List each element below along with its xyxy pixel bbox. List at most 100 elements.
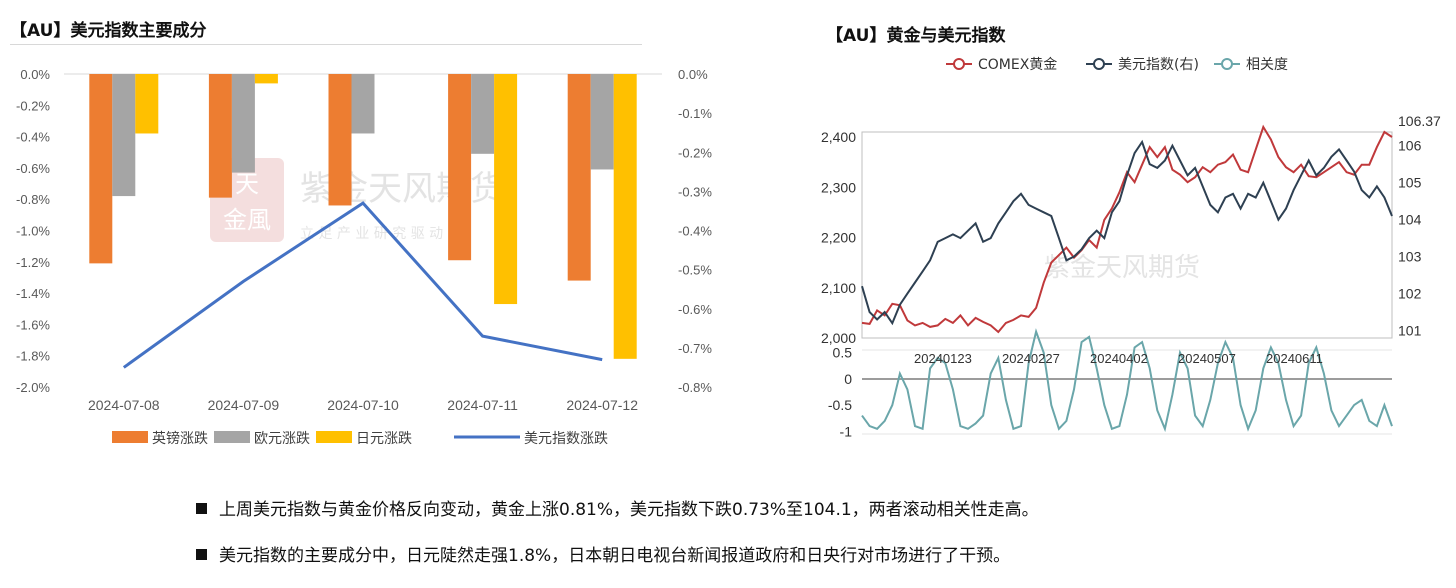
bar (89, 74, 113, 264)
right-axis-tick: 102 (1398, 286, 1422, 302)
bar (351, 74, 375, 134)
right-axis-tick: 101 (1398, 323, 1422, 339)
top-plot-frame (861, 131, 1393, 339)
corr-axis-tick: -1 (840, 423, 853, 439)
x-axis-tick: 2024-07-11 (447, 397, 518, 413)
legend-label: 日元涨跌 (356, 431, 412, 447)
gold-vs-dollar-chart: COMEX黄金 美元指数(右) 相关度 紫金天风期货 2,400 2,300 2,200… (821, 56, 1441, 439)
right-axis-tick: -0.1% (678, 106, 712, 121)
right-axis-tick: -0.6% (678, 302, 712, 317)
legend-swatch (214, 431, 250, 443)
legend-item: 相关度 (1214, 57, 1288, 73)
right-axis-tick: -0.2% (678, 145, 712, 160)
x-axis-tick: 2024-07-12 (566, 397, 638, 413)
right-axis-tick: 103 (1398, 249, 1422, 265)
legend-marker (953, 58, 965, 70)
bullet-item: 上周美元指数与黄金价格反向变动，黄金上涨0.81%，美元指数下跌0.73%至10… (196, 495, 1039, 541)
x-axis-tick: 20240402 (1090, 351, 1148, 366)
bar (590, 74, 614, 170)
left-axis-tick: 2,000 (821, 330, 856, 346)
currency-components-chart: 天 金風 紫金天风期货 立 足 产 业 研 究 驱 动 0.0%-0.2%-0.… (16, 67, 712, 447)
bar (112, 74, 136, 197)
x-axis-tick: 2024-07-10 (327, 397, 399, 413)
left-axis-tick: -1.0% (16, 224, 50, 239)
left-axis-tick: -0.8% (16, 192, 50, 207)
left-axis-tick: -1.4% (16, 286, 50, 301)
right-axis-tick: 106 (1398, 138, 1422, 154)
left-chart-title: 【AU】美元指数主要成分 (10, 21, 207, 41)
bar (567, 74, 591, 281)
left-axis-tick: -0.2% (16, 98, 50, 113)
left-axis-tick: 2,300 (821, 179, 856, 195)
left-axis-tick: -1.6% (16, 317, 50, 332)
legend-item: 日元涨跌 (316, 431, 412, 447)
legend-label: 美元指数涨跌 (524, 431, 608, 447)
legend-item: 英镑涨跌 (112, 430, 208, 447)
right-axis-tick: 0.0% (678, 67, 708, 82)
bar (494, 74, 518, 305)
correlation-line (861, 328, 1393, 433)
right-axis-tick: -0.3% (678, 184, 712, 199)
x-axis-tick: 20240507 (1178, 351, 1236, 366)
x-axis-tick: 20240227 (1002, 351, 1060, 366)
watermark-text-right: 紫金天风期货 (1044, 253, 1200, 283)
summary-bullets: 上周美元指数与黄金价格反向变动，黄金上涨0.81%，美元指数下跌0.73%至10… (196, 495, 1039, 587)
bullet-square-icon (196, 549, 207, 560)
legend-label: 英镑涨跌 (152, 430, 208, 447)
right-chart-title: 【AU】黄金与美元指数 (826, 26, 1006, 46)
legend-label: 美元指数(右) (1118, 57, 1199, 73)
left-axis-tick: -2.0% (16, 380, 50, 395)
corr-axis-tick: 0.5 (833, 345, 853, 361)
legend-label: 欧元涨跌 (254, 431, 310, 447)
left-axis-tick: 0.0% (20, 67, 50, 82)
legend-item: COMEX黄金 (946, 56, 1057, 73)
watermark-seal-text-bottom: 金風 (223, 206, 271, 234)
bar (471, 74, 495, 154)
right-axis-tick: -0.5% (678, 263, 712, 278)
legend-marker (1093, 58, 1105, 70)
bullet-item: 美元指数的主要成分中，日元陡然走强1.8%，日本朝日电视台新闻报道政府和日央行对… (196, 541, 1039, 587)
left-axis-tick: 2,400 (821, 129, 856, 145)
x-axis-tick: 20240611 (1266, 351, 1323, 366)
legend-item: 欧元涨跌 (214, 431, 310, 447)
legend-marker (1221, 58, 1233, 70)
right-axis-tick: 105 (1398, 175, 1422, 191)
bar (613, 74, 637, 359)
right-axis-tick: -0.4% (678, 224, 712, 239)
bullet-text: 上周美元指数与黄金价格反向变动，黄金上涨0.81%，美元指数下跌0.73%至10… (219, 500, 1039, 520)
usd-index-line (122, 201, 603, 369)
bar (254, 74, 278, 84)
legend-swatch (316, 431, 352, 443)
x-axis-tick: 2024-07-08 (88, 397, 160, 413)
left-title-divider (10, 44, 642, 45)
bar (208, 74, 232, 198)
legend-item: 美元指数涨跌 (454, 431, 608, 447)
right-axis-tick: 104 (1398, 212, 1422, 228)
watermark-seal-text-top: 天 (235, 170, 259, 198)
comex-gold-line (861, 124, 1393, 334)
left-axis-tick: -1.8% (16, 349, 50, 364)
legend-item: 美元指数(右) (1086, 57, 1199, 73)
right-axis-tick: 106.37 (1398, 113, 1441, 129)
bullet-square-icon (196, 503, 207, 514)
left-axis-tick: 2,100 (821, 280, 856, 296)
x-axis-tick: 2024-07-09 (208, 397, 280, 413)
bullet-text: 美元指数的主要成分中，日元陡然走强1.8%，日本朝日电视台新闻报道政府和日央行对… (219, 546, 1011, 566)
bar (448, 74, 472, 261)
x-axis-tick: 20240123 (914, 351, 972, 366)
legend-label: 相关度 (1246, 57, 1288, 73)
bar (135, 74, 159, 134)
legend-swatch (112, 431, 148, 443)
dollar-index-line (861, 139, 1393, 326)
corr-axis-tick: 0 (844, 371, 852, 387)
left-axis-tick: -1.2% (16, 255, 50, 270)
watermark-subtext: 立 足 产 业 研 究 驱 动 (300, 226, 443, 242)
bar (231, 74, 255, 173)
legend-label: COMEX黄金 (978, 56, 1057, 73)
corr-axis-tick: -0.5 (828, 397, 852, 413)
left-axis-tick: -0.6% (16, 161, 50, 176)
bar (328, 74, 352, 206)
right-axis-tick: -0.8% (678, 380, 712, 395)
left-axis-tick: 2,200 (821, 230, 856, 246)
right-axis-tick: -0.7% (678, 341, 712, 356)
